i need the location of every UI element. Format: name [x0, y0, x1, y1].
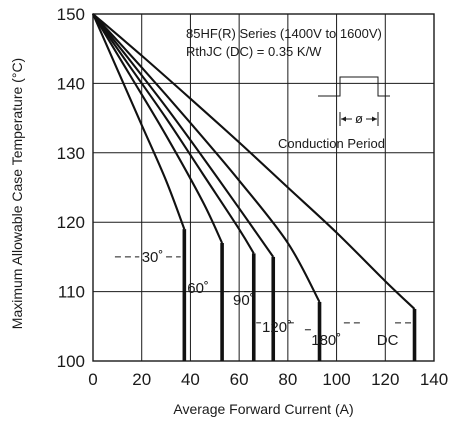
series-line-0 [92, 13, 186, 230]
x-tick-label: 20 [132, 370, 151, 389]
x-tick-label: 0 [88, 370, 97, 389]
series-group [92, 13, 416, 310]
x-tick-label: 140 [420, 370, 448, 389]
y-tick-label: 100 [57, 352, 85, 371]
curve-label-5: DC [377, 332, 399, 349]
grid [93, 14, 434, 361]
y-tick-label: 130 [57, 144, 85, 163]
curve-label-3: 120˚ [262, 319, 292, 336]
conduction-period-icon [318, 76, 390, 126]
curve-label-2: 90˚ [233, 292, 255, 309]
series-line-4 [92, 13, 321, 303]
series-line-5 [92, 13, 416, 310]
pulse-waveform [318, 76, 390, 97]
series-line-3 [92, 13, 275, 258]
curve-label-0: 30˚ [142, 249, 164, 266]
phi-label: ø [355, 111, 363, 126]
y-tick-label: 140 [57, 74, 85, 93]
y-tick-label: 110 [58, 283, 85, 302]
curve-label-1: 60˚ [187, 280, 209, 297]
arrow-right-icon [372, 116, 377, 122]
curve-labels: 30˚ 60˚ 90˚ 120˚ 180˚ DC [114, 249, 413, 349]
x-tick-label: 120 [371, 370, 399, 389]
conduction-period-label: Conduction Period [278, 136, 385, 151]
x-axis-title: Average Forward Current (A) [173, 401, 353, 417]
series-line-2 [92, 13, 255, 254]
x-tick-label: 40 [181, 370, 200, 389]
series-note: 85HF(R) Series (1400V to 1600V) [186, 26, 382, 41]
x-tick-label: 60 [230, 370, 249, 389]
plot-frame [92, 13, 435, 362]
x-tick-label: 80 [278, 370, 297, 389]
rth-note: RthJC (DC) = 0.35 K/W [186, 44, 322, 59]
y-tick-label: 150 [57, 5, 85, 24]
x-tick-label: 100 [322, 370, 350, 389]
series-line-1 [92, 13, 224, 244]
tick-labels: 0 20 40 60 80 100 120 140 100 110 120 130 140 150 [57, 5, 449, 389]
arrow-left-icon [341, 116, 346, 122]
curve-label-4: 180˚ [311, 332, 341, 349]
drop-lines [182, 229, 417, 361]
y-tick-label: 120 [57, 213, 85, 232]
y-axis-title: Maximum Allowable Case Temperature (°C) [9, 58, 25, 329]
